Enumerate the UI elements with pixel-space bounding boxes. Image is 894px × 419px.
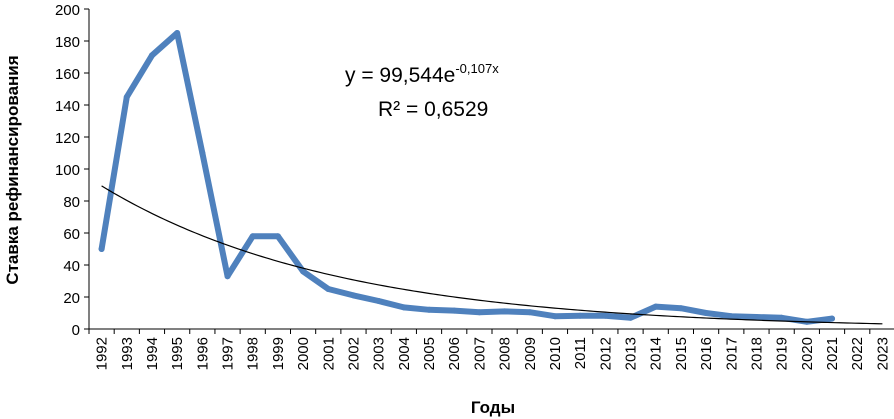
data-point (400, 304, 407, 311)
data-point (551, 313, 558, 320)
x-tick-label: 2021 (824, 337, 841, 370)
data-point (199, 150, 206, 156)
y-tick-label: 160 (55, 66, 80, 83)
data-point (829, 315, 836, 322)
x-tick-label: 2009 (522, 337, 539, 370)
y-tick-label: 80 (63, 194, 80, 211)
x-tick-label: 1999 (270, 337, 287, 370)
data-point (224, 273, 231, 280)
data-point (350, 292, 357, 299)
x-tick-label: 1996 (194, 337, 211, 370)
data-point (728, 313, 735, 320)
x-tick-label: 2011 (572, 337, 589, 369)
exponential-trendline (101, 185, 883, 325)
data-point (325, 286, 332, 292)
y-axis-title: Ставка рефинансирования (3, 55, 22, 284)
x-tick-label: 2014 (648, 337, 665, 370)
equation-prefix: y = 99,544e (345, 64, 455, 87)
x-tick-label: 2016 (698, 337, 715, 370)
data-point (677, 305, 684, 312)
data-point (526, 309, 533, 316)
x-tick-label: 2005 (421, 337, 438, 370)
plot-area (98, 30, 883, 325)
x-tick-label: 2008 (497, 337, 514, 370)
x-tick-label: 1993 (119, 337, 136, 370)
x-tick-label: 1997 (220, 337, 237, 370)
y-tick-label: 100 (55, 162, 80, 179)
x-tick-label: 2004 (396, 337, 413, 370)
x-tick-label: 2020 (799, 337, 816, 370)
data-point (98, 246, 105, 252)
y-tick-label: 20 (63, 290, 80, 307)
x-tick-label: 2000 (295, 337, 312, 370)
y-tick-label: 40 (63, 258, 80, 275)
x-tick-label: 2002 (345, 337, 362, 370)
data-point (577, 312, 584, 319)
x-tick-label: 2023 (874, 337, 891, 370)
data-point (652, 303, 659, 310)
x-tick-label: 2001 (320, 337, 337, 370)
x-tick-label: 2012 (597, 337, 614, 370)
x-tick-label: 2017 (723, 337, 740, 370)
x-tick-label: 2022 (849, 337, 866, 370)
data-point (426, 306, 433, 313)
data-point (501, 308, 508, 315)
x-tick-label: 1995 (169, 337, 186, 370)
data-point (476, 309, 483, 316)
data-point (602, 312, 609, 319)
data-point (274, 233, 281, 240)
axes (88, 9, 894, 330)
x-tick-label: 1994 (144, 337, 161, 370)
y-tick-label: 140 (55, 98, 80, 115)
data-point (778, 314, 785, 321)
y-ticks: 0 20 40 60 80 100 120 140 160 180 200 (55, 2, 89, 339)
data-point (703, 310, 710, 316)
data-point (123, 94, 130, 100)
x-tick-label: 1998 (245, 337, 262, 370)
y-tick-label: 0 (72, 322, 80, 339)
x-tick-label: 2007 (471, 337, 488, 370)
y-tick-label: 120 (55, 130, 80, 147)
equation-exponent: -0,107x (455, 61, 499, 76)
y-tick-label: 200 (55, 2, 80, 19)
x-tick-label: 2003 (371, 337, 388, 370)
data-point (249, 233, 256, 240)
data-point (148, 52, 155, 59)
y-tick-label: 180 (55, 34, 80, 51)
data-point (174, 30, 181, 36)
r-squared-label: R² = 0,6529 (378, 98, 488, 121)
x-tick-label: 1992 (94, 337, 111, 370)
data-point (375, 298, 382, 304)
x-axis-title: Годы (471, 398, 515, 417)
x-tick-label: 2019 (774, 337, 791, 370)
x-tick-label: 2018 (748, 337, 765, 370)
x-tick-label: 2006 (446, 337, 463, 370)
x-tick-label: 2015 (673, 337, 690, 370)
y-tick-label: 60 (63, 226, 80, 243)
data-point (753, 314, 760, 320)
x-tick-label: 2013 (623, 337, 640, 370)
series-line (98, 30, 836, 325)
data-point (627, 314, 634, 321)
x-ticks: 1992 1993 1994 1995 1996 1997 1998 1999 2000 2001… (88, 329, 891, 370)
data-point (451, 307, 458, 314)
data-point (300, 268, 307, 275)
x-tick-label: 2010 (547, 337, 564, 370)
trendline-equation: y = 99,544e-0,107x (345, 61, 499, 87)
